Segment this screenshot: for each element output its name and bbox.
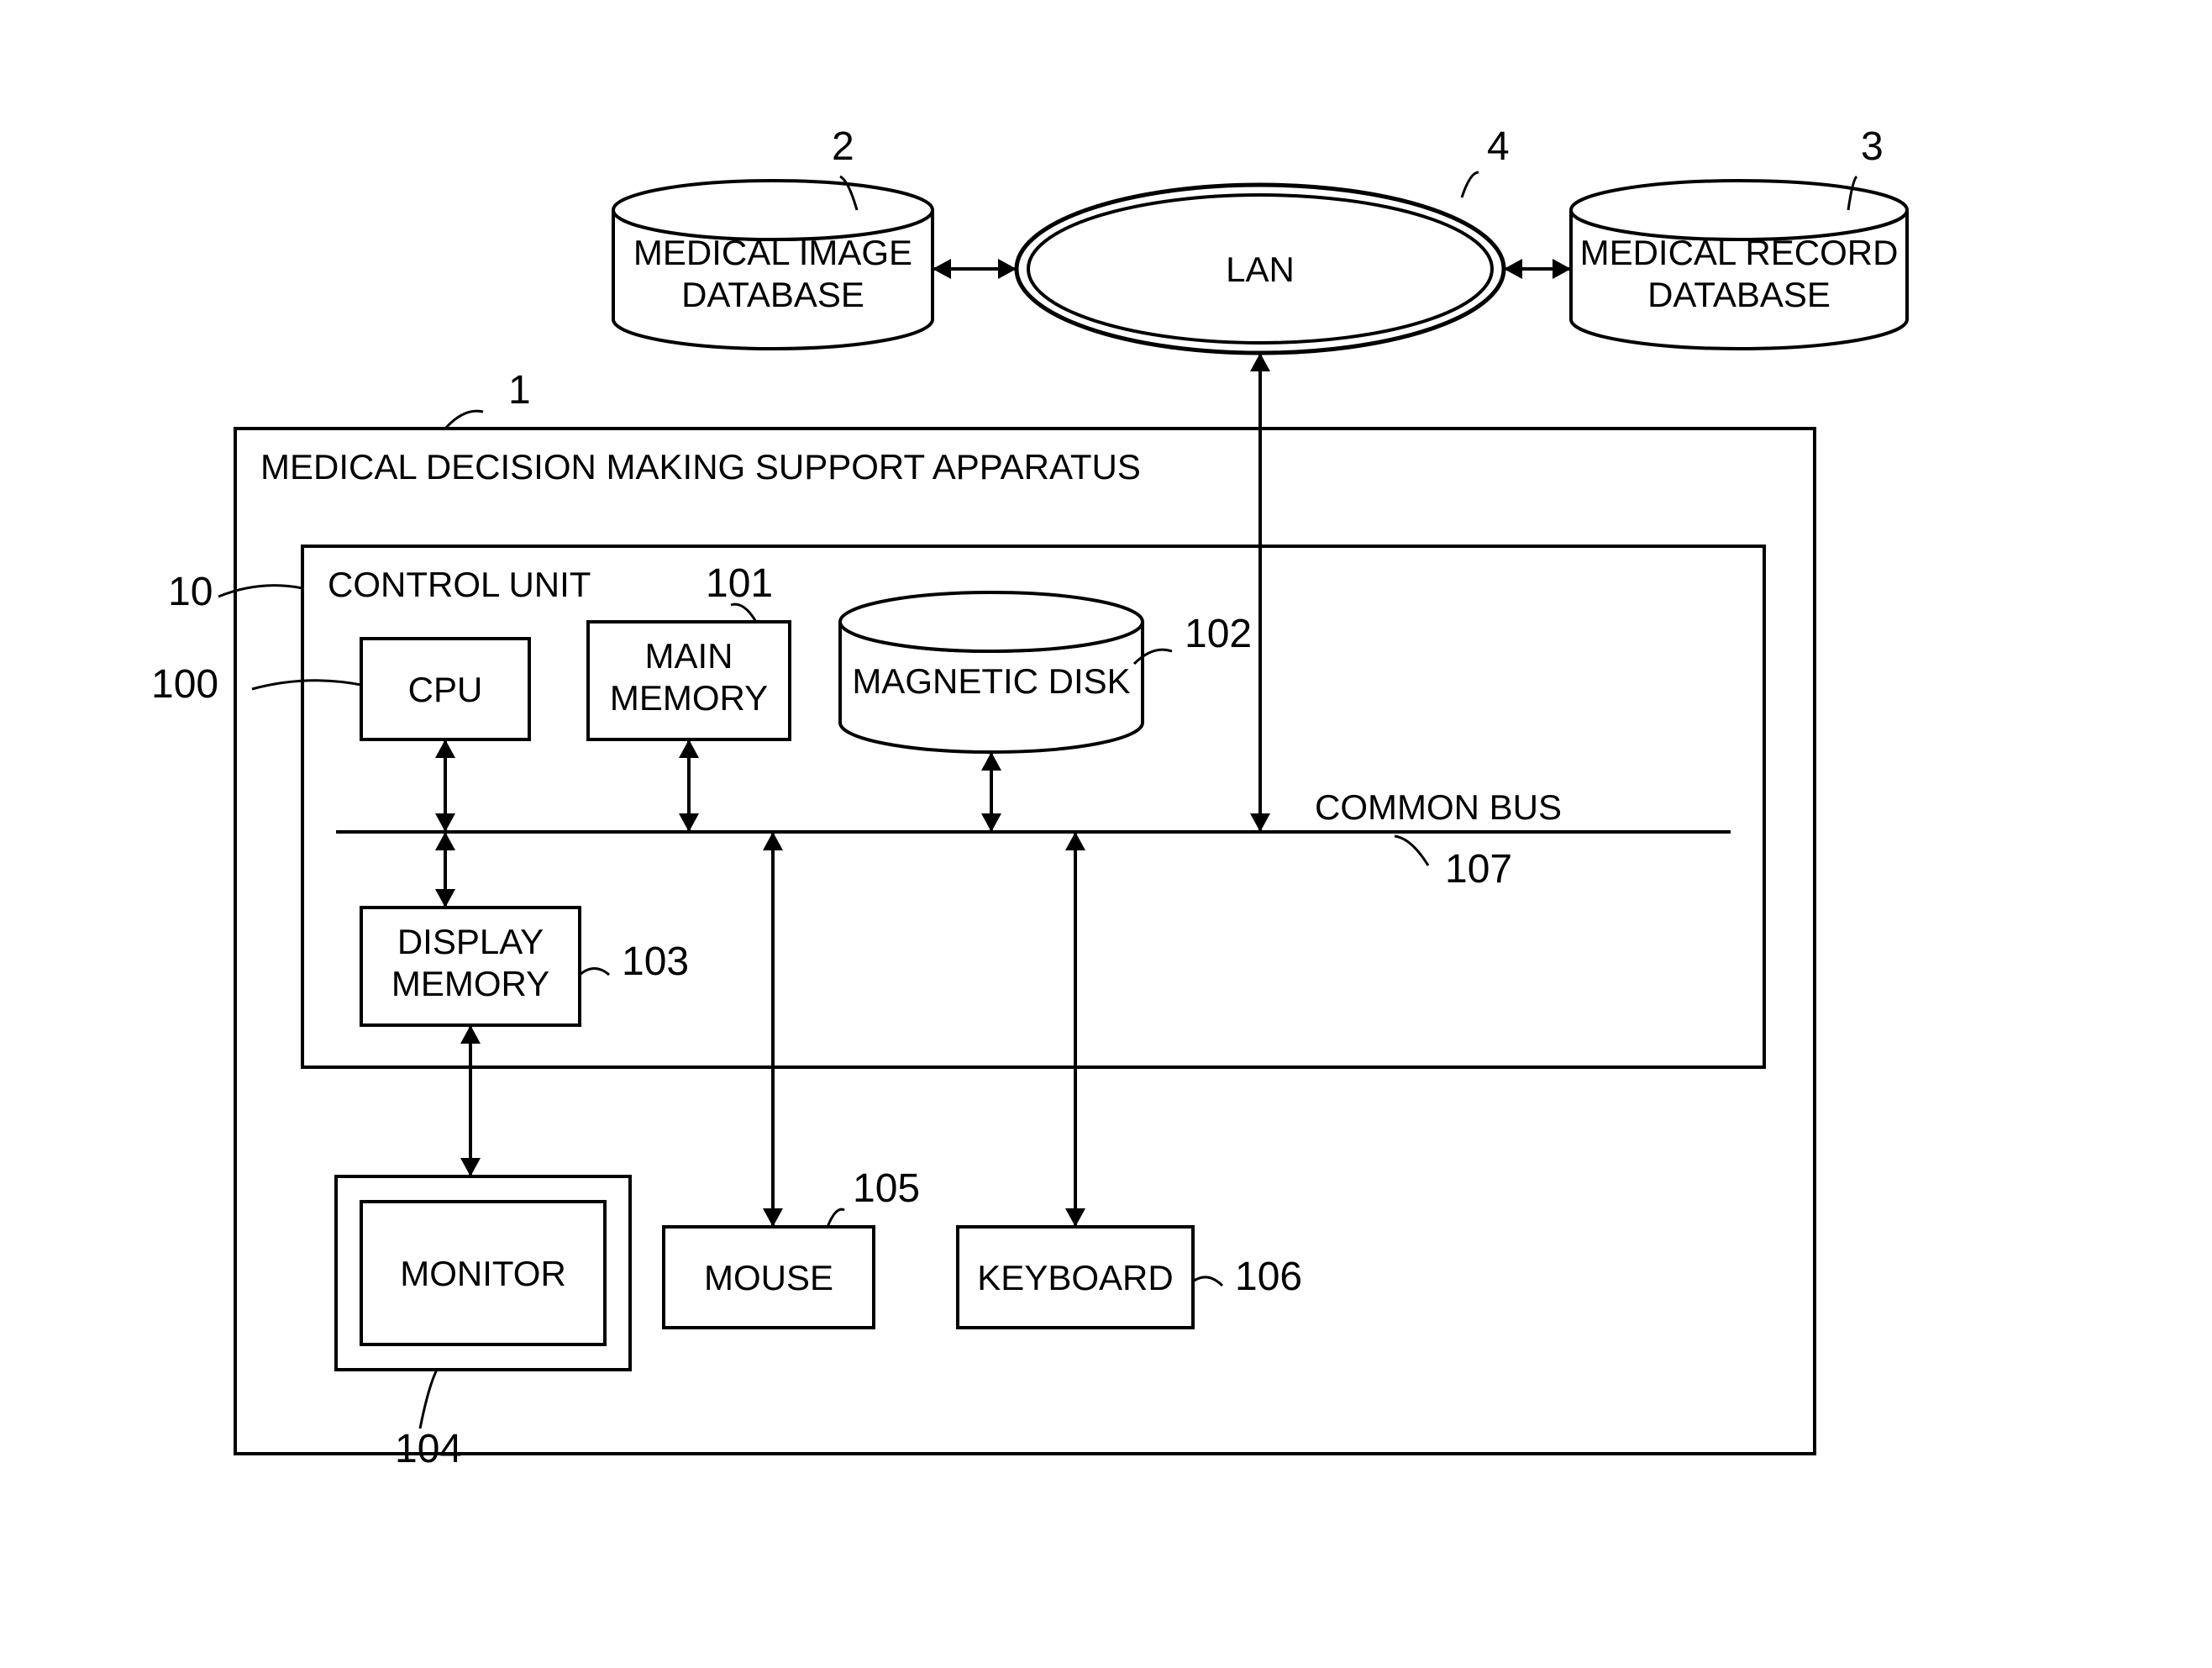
ref-r10: 10 [168,570,213,614]
ref-r3: 3 [1861,124,1884,169]
medical-record-db-label: MEDICAL RECORD [1580,233,1899,272]
ref-r4: 4 [1487,124,1510,169]
monitor-label: MONITOR [400,1254,566,1293]
control-unit-title: CONTROL UNIT [328,565,591,604]
display-memory-label: DISPLAY [397,922,544,961]
medical-record-db-label: DATABASE [1647,275,1831,314]
ref-r1: 1 [508,368,531,413]
ref-r102: 102 [1185,612,1252,656]
ref-r104: 104 [395,1427,462,1471]
magnetic-disk-label: MAGNETIC DISK [852,661,1130,701]
ref-r100: 100 [151,662,218,707]
common-bus-label: COMMON BUS [1315,787,1562,827]
medical-image-db-label: DATABASE [681,275,864,314]
lan-label: LAN [1226,250,1295,289]
keyboard-label: KEYBOARD [977,1258,1173,1297]
apparatus-title: MEDICAL DECISION MAKING SUPPORT APPARATU… [260,447,1141,487]
ref-r105: 105 [853,1166,920,1211]
ref-r103: 103 [622,939,689,984]
mouse-label: MOUSE [704,1258,833,1297]
main-memory-label: MEMORY [610,678,768,718]
ref-r2: 2 [832,124,854,169]
main-memory-label: MAIN [645,636,733,676]
ref-r101: 101 [706,561,773,606]
ref-r106: 106 [1235,1255,1302,1299]
display-memory-label: MEMORY [391,964,549,1003]
cpu-label: CPU [408,670,483,709]
ref-r107: 107 [1445,847,1512,892]
medical-image-db-label: MEDICAL IMAGE [633,233,912,272]
